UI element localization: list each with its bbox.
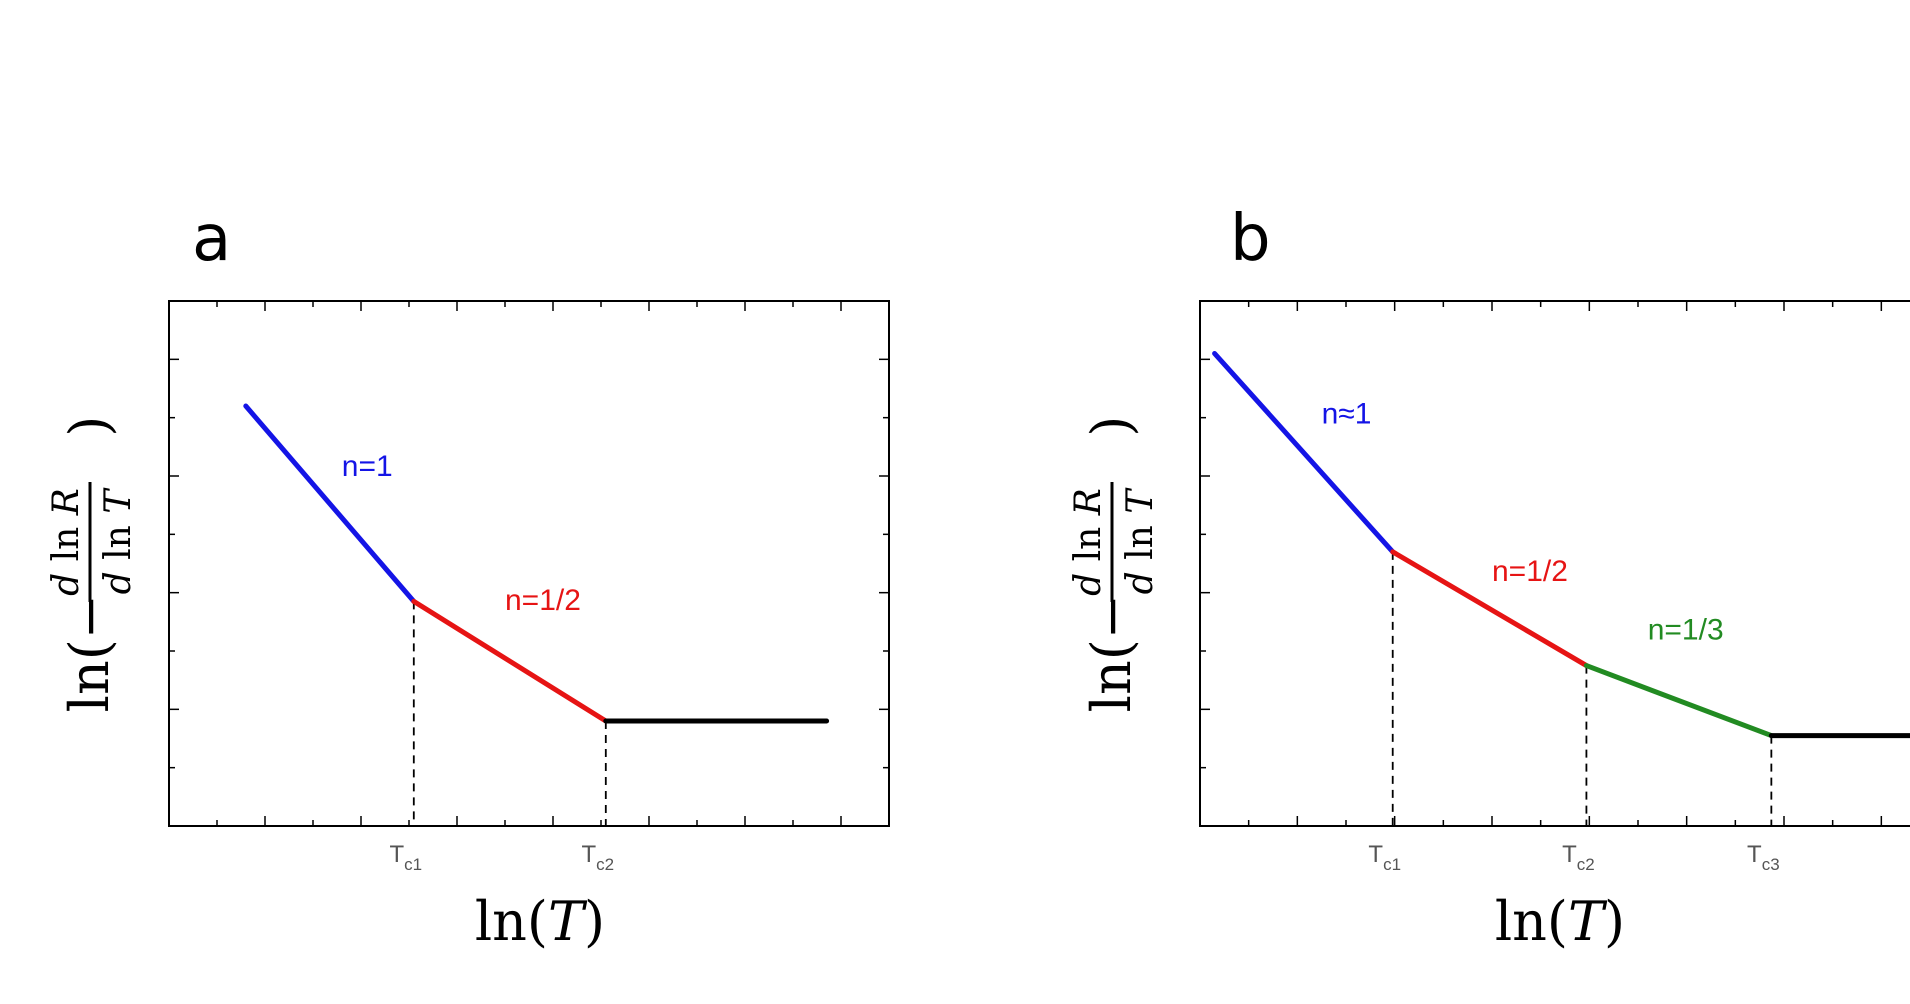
- panel-a: a n=1 n=1/2 Tc1 Tc2 ln(T) ln(− ) d ln R d …: [46, 202, 890, 953]
- panel-letter: a: [192, 202, 231, 276]
- panel-b: b n≈1 n=1/2 n=1/3 Tc1 Tc2 Tc3 ln(T) ln(− ) d…: [1068, 202, 1910, 953]
- slope-annotation: n=1: [342, 450, 393, 483]
- svg-text:d ln R: d ln R: [46, 488, 87, 596]
- x-tick-label: Tc2: [1562, 841, 1595, 874]
- y-axis-label: ln(− ) d ln R d ln T: [1068, 416, 1161, 713]
- tick-marks: [169, 301, 889, 826]
- plot-frame: [1199, 300, 1910, 827]
- series-line: [1390, 549, 1589, 669]
- x-axis-label: ln(T): [1495, 890, 1625, 953]
- x-tick-label: Tc1: [389, 841, 422, 874]
- svg-text:d ln T: d ln T: [1120, 487, 1161, 595]
- guide-lines: [1391, 551, 1773, 826]
- tick-marks: [1200, 301, 1883, 826]
- panel-letter: b: [1230, 202, 1271, 276]
- series-line: [1212, 351, 1396, 555]
- x-tick-label: Tc1: [1368, 841, 1401, 874]
- series-lines: [1212, 351, 1910, 739]
- slope-annotation: n=1/3: [1648, 613, 1724, 646]
- series-line: [243, 403, 417, 604]
- slope-annotation: n=1/2: [505, 584, 581, 617]
- x-tick-labels: Tc1 Tc2: [389, 841, 614, 874]
- annotations: n≈1 n=1/2 n=1/3: [1322, 398, 1724, 647]
- series-line: [1583, 663, 1774, 739]
- x-axis-label: ln(T): [475, 890, 605, 953]
- slope-annotation: n=1/2: [1492, 555, 1568, 588]
- plot-frame: [168, 300, 890, 827]
- x-tick-label: Tc2: [581, 841, 614, 874]
- annotations: n=1 n=1/2: [342, 450, 581, 617]
- y-axis-label: ln(− ) d ln R d ln T: [46, 416, 139, 713]
- x-tick-label: Tc3: [1747, 841, 1780, 874]
- svg-text:d ln T: d ln T: [98, 487, 139, 595]
- series-lines: [243, 403, 830, 724]
- slope-annotation: n≈1: [1322, 398, 1372, 431]
- series-line: [411, 598, 609, 724]
- svg-text:d ln R: d ln R: [1068, 488, 1109, 596]
- guide-lines: [412, 601, 607, 826]
- x-tick-labels: Tc1 Tc2 Tc3: [1368, 841, 1779, 874]
